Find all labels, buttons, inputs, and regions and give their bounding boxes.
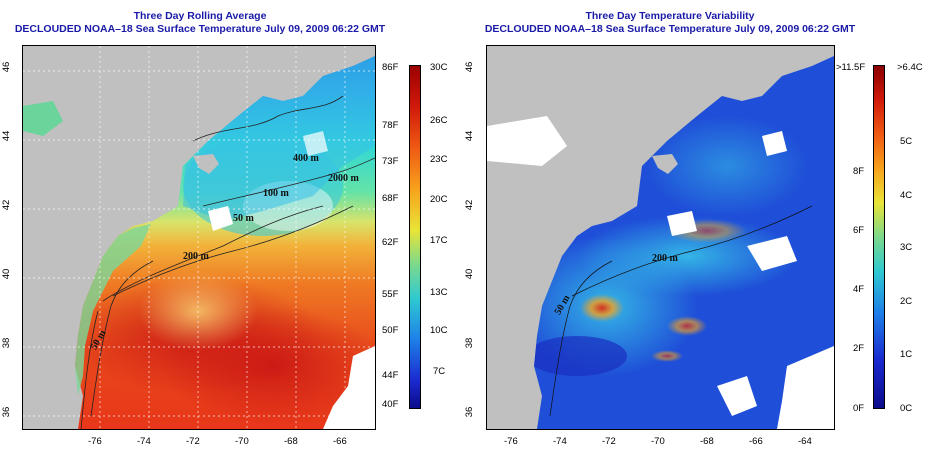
contour-50m [90,260,154,417]
left-cbar-c-6: 10C [430,325,448,336]
left-cbar-c-2: 23C [430,154,448,165]
left-cbar-c-4: 17C [430,235,448,246]
left-cbar-f-3: 68F [382,193,399,204]
left-cbar-f-8: 40F [382,399,399,410]
left-lat-44: 44 [1,130,12,142]
right-lon-70: -70 [651,436,665,447]
right-cbar-f-1: 8F [853,166,865,177]
right-lat-36: 36 [464,406,475,418]
left-colorbar [409,65,421,409]
contour-label-2000m: 2000 m [328,173,360,184]
right-cbar-c-6: 0C [900,403,913,414]
left-lat-46: 46 [1,61,12,73]
right-lat-40: 40 [464,268,475,280]
left-lat-38: 38 [1,337,12,349]
left-lon-66: -66 [333,436,347,447]
right-cbar-c-5: 1C [900,349,913,360]
left-cbar-c-5: 13C [430,287,448,298]
contour-400m [192,95,344,142]
right-colorbar [873,65,885,409]
right-cbar-c-0: >6.4C [897,62,923,73]
left-cbar-f-1: 78F [382,120,399,131]
contour-200m [112,205,354,297]
contour-label-200m: 200 m [183,251,210,262]
contour-label-400m: 400 m [293,153,320,164]
left-cbar-f-4: 62F [382,237,399,248]
right-lon-68: -68 [700,436,714,447]
left-lat-36: 36 [1,406,12,418]
right-title-line2: DECLOUDED NOAA–18 Sea Surface Temperatur… [484,23,856,35]
left-cbar-f-7: 44F [382,370,399,381]
left-cbar-f-2: 73F [382,156,399,167]
contour-label-100m: 100 m [263,188,290,199]
contour-label-50m-a: 50 m [233,213,255,224]
right-cbar-f-5: 0F [853,403,865,414]
right-lon-76: -76 [504,436,518,447]
right-cbar-c-1: 5C [900,136,913,147]
right-lon-64: -64 [798,436,812,447]
left-cbar-c-1: 26C [430,115,448,126]
left-cbar-c-7: 7C [433,366,446,377]
left-title-line1: Three Day Rolling Average [133,10,267,22]
left-lon-72: -72 [186,436,200,447]
right-cbar-f-3: 4F [853,284,865,295]
right-lat-44: 44 [464,130,475,142]
right-lon-72: -72 [602,436,616,447]
right-cbar-c-2: 4C [900,190,913,201]
right-title-line1: Three Day Temperature Variability [585,10,755,22]
land-mass [487,46,834,429]
right-cbar-f-4: 2F [853,343,865,354]
left-lon-76: -76 [88,436,102,447]
right-lat-46: 46 [464,61,475,73]
right-cbar-f-2: 6F [853,225,865,236]
left-lon-70: -70 [235,436,249,447]
right-lon-74: -74 [553,436,567,447]
left-cbar-c-3: 20C [430,194,448,205]
left-lon-74: -74 [137,436,151,447]
left-cbar-f-0: 86F [382,62,399,73]
contour-100m [102,205,324,302]
left-lon-68: -68 [284,436,298,447]
left-lat-42: 42 [1,199,12,211]
left-title-line2: DECLOUDED NOAA–18 Sea Surface Temperatur… [14,23,386,35]
land-mass [23,46,375,429]
right-cbar-c-3: 3C [900,242,913,253]
right-cbar-c-4: 2C [900,296,913,307]
right-lat-42: 42 [464,199,475,211]
left-lat-40: 40 [1,268,12,280]
contour-2000m [202,157,375,207]
right-lon-66: -66 [749,436,763,447]
left-cbar-f-5: 55F [382,289,399,300]
left-cbar-c-0: 30C [430,62,448,73]
left-sst-map[interactable]: 400 m 2000 m 100 m 50 m 200 m 50 m [22,45,376,430]
right-cbar-f-0: >11.5F [836,62,866,73]
right-lat-38: 38 [464,337,475,349]
left-cbar-f-6: 50F [382,325,399,336]
right-variability-map[interactable]: 200 m 50 m [486,45,835,430]
right-contour-label-200m: 200 m [652,253,679,264]
